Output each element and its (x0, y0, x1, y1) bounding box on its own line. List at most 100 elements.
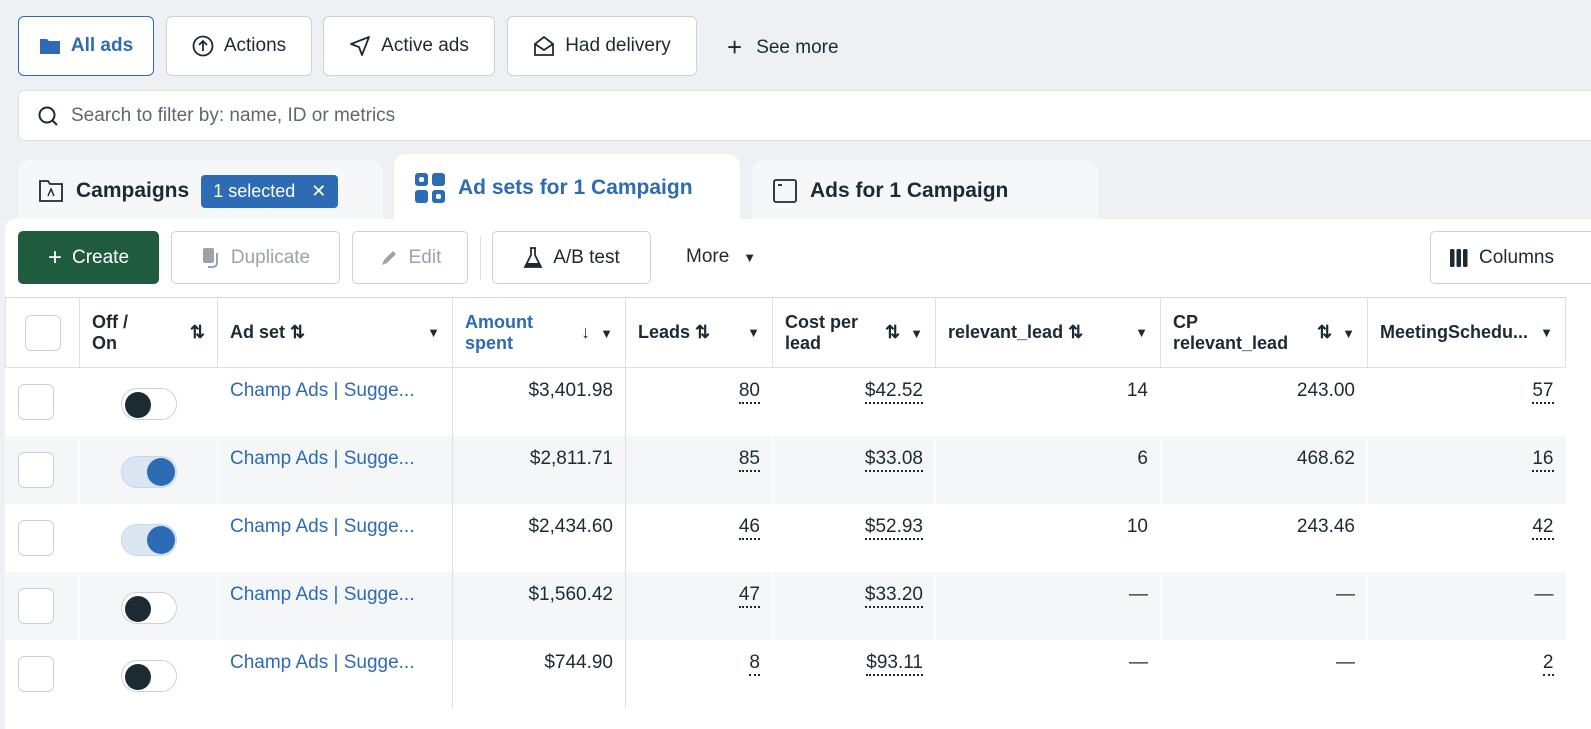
toggle-cell (79, 435, 218, 504)
filter-had-delivery[interactable]: Had delivery (507, 16, 697, 76)
cost-cell: $42.52 (772, 367, 936, 436)
relevant-cell: 14 (935, 367, 1161, 436)
grid-icon (415, 173, 445, 203)
cost-per-lead-value[interactable]: $42.52 (864, 380, 923, 404)
tab-label: Campaigns (76, 179, 190, 202)
table-row[interactable]: Champ Ads | Sugge... $2,811.71 85 $33.08 6 46… (5, 435, 1566, 504)
select-all-checkbox[interactable] (24, 314, 61, 351)
meeting-scheduled-value[interactable]: 57 (1532, 380, 1554, 404)
amount-cell: $744.90 (452, 639, 626, 708)
caret-down-icon[interactable]: ▼ (1135, 325, 1148, 340)
more-dropdown[interactable]: More ▼ (686, 246, 756, 268)
adset-name-link[interactable]: Champ Ads | Sugge... (230, 651, 415, 673)
cp-relevant-cell: 468.62 (1160, 435, 1368, 504)
row-checkbox[interactable] (18, 451, 54, 488)
caret-down-icon[interactable]: ▼ (747, 325, 760, 340)
meeting-scheduled-value[interactable]: 2 (1542, 651, 1554, 676)
header-amount[interactable]: Amount spent ↓ ▼ (452, 297, 626, 368)
filter-active-ads[interactable]: Active ads (323, 16, 495, 76)
row-checkbox[interactable] (18, 587, 54, 624)
leads-value[interactable]: 85 (738, 447, 760, 472)
filter-actions[interactable]: Actions (166, 16, 312, 76)
meeting-scheduled-value[interactable]: — (1534, 583, 1554, 605)
header-adset[interactable]: Ad set ⇅ ▼ (217, 297, 453, 368)
header-toggle[interactable]: Off / On ⇅ (79, 297, 218, 368)
adset-name-link[interactable]: Champ Ads | Sugge... (230, 447, 415, 469)
cost-per-lead-value[interactable]: $52.93 (864, 515, 923, 540)
filter-all-ads[interactable]: All ads (18, 16, 154, 76)
relevant-cell: 10 (935, 503, 1161, 572)
ab-test-button[interactable]: A/B test (492, 231, 651, 284)
delivery-toggle[interactable] (120, 659, 177, 692)
adset-name-link[interactable]: Champ Ads | Sugge... (230, 515, 415, 537)
row-checkbox[interactable] (18, 655, 54, 692)
relevant-lead-value: 10 (1126, 515, 1148, 537)
sort-icon[interactable]: ⇅ (1068, 322, 1084, 342)
caret-down-icon[interactable]: ▼ (600, 326, 613, 341)
close-icon[interactable]: ✕ (311, 180, 327, 201)
header-label: Off / On (92, 311, 128, 353)
cost-per-lead-value[interactable]: $33.08 (864, 447, 923, 472)
columns-button[interactable]: Columns (1430, 231, 1591, 284)
delivery-toggle[interactable] (120, 388, 177, 420)
leads-value[interactable]: 8 (749, 651, 760, 676)
meeting-scheduled-value[interactable]: 42 (1532, 515, 1554, 540)
duplicate-button[interactable]: Duplicate (171, 231, 340, 284)
sort-icon[interactable]: ⇅ (695, 322, 711, 342)
delivery-toggle[interactable] (120, 591, 177, 624)
cp-relevant-lead-value: 243.46 (1296, 515, 1355, 537)
leads-value[interactable]: 47 (738, 583, 760, 608)
row-select-cell (5, 367, 80, 436)
cp-relevant-lead-value: — (1336, 651, 1355, 673)
duplicate-icon (202, 247, 218, 268)
cp-relevant-lead-value: — (1336, 583, 1355, 605)
tab-ad-sets[interactable]: Ad sets for 1 Campaign (394, 154, 740, 222)
delivery-toggle[interactable] (120, 523, 177, 556)
search-input[interactable]: Search to filter by: name, ID or metrics (18, 90, 1591, 141)
tab-campaigns[interactable]: Campaigns 1 selected ✕ (18, 160, 383, 222)
sort-icon[interactable]: ⇅ (885, 322, 901, 342)
caret-down-icon[interactable]: ▼ (1540, 325, 1553, 340)
header-leads[interactable]: Leads ⇅ ▼ (625, 297, 773, 368)
leads-value[interactable]: 46 (738, 515, 760, 540)
header-label: relevant_lead (948, 322, 1064, 342)
header-relevant-lead[interactable]: relevant_lead ⇅ ▼ (935, 297, 1161, 368)
sort-icon[interactable]: ⇅ (189, 322, 205, 342)
header-cp-relevant-lead[interactable]: CP relevant_lead ⇅ ▼ (1160, 297, 1368, 368)
meeting-cell: 2 (1367, 639, 1566, 708)
adset-name-link[interactable]: Champ Ads | Sugge... (230, 583, 415, 605)
caret-down-icon[interactable]: ▼ (427, 325, 440, 340)
table-row[interactable]: Champ Ads | Sugge... $1,560.42 47 $33.20 — — — (5, 571, 1566, 640)
relevant-lead-value: — (1129, 583, 1148, 605)
see-more-button[interactable]: + See more (727, 32, 839, 63)
table-row[interactable]: Champ Ads | Sugge... $3,401.98 80 $42.52 14 2… (5, 367, 1566, 436)
header-meeting-scheduled[interactable]: MeetingSchedu... ▼ (1367, 297, 1566, 368)
caret-down-icon[interactable]: ▼ (1342, 326, 1355, 341)
edit-button[interactable]: Edit (352, 231, 468, 284)
header-label: CP relevant_lead (1173, 311, 1289, 353)
amount-spent: $2,811.71 (529, 447, 613, 469)
table-row[interactable]: Champ Ads | Sugge... $744.90 8 $93.11 — — 2 (5, 639, 1566, 708)
flask-icon (523, 246, 543, 268)
header-cost-per-lead[interactable]: Cost per lead ⇅ ▼ (772, 297, 936, 368)
row-checkbox[interactable] (18, 384, 54, 420)
filter-label: Had delivery (565, 35, 671, 56)
relevant-cell: — (935, 639, 1161, 708)
adset-name-link[interactable]: Champ Ads | Sugge... (230, 380, 415, 401)
cost-per-lead-value[interactable]: $93.11 (866, 651, 923, 676)
create-button[interactable]: + Create (18, 231, 159, 284)
table-row[interactable]: Champ Ads | Sugge... $2,434.60 46 $52.93 10 2… (5, 503, 1566, 572)
delivery-toggle[interactable] (120, 455, 177, 488)
caret-down-icon[interactable]: ▼ (910, 326, 923, 341)
arrow-up-circle-icon (192, 35, 214, 57)
sort-icon[interactable]: ⇅ (1317, 322, 1333, 342)
meeting-scheduled-value[interactable]: 16 (1532, 447, 1554, 472)
row-checkbox[interactable] (18, 519, 54, 556)
sort-desc-icon[interactable]: ↓ (581, 322, 591, 342)
selected-badge[interactable]: 1 selected ✕ (201, 174, 339, 208)
sort-icon[interactable]: ⇅ (290, 322, 306, 342)
tab-ads[interactable]: Ads for 1 Campaign (752, 160, 1098, 222)
leads-value[interactable]: 80 (738, 380, 760, 404)
cp-relevant-cell: 243.00 (1160, 367, 1368, 436)
cost-per-lead-value[interactable]: $33.20 (864, 583, 923, 608)
